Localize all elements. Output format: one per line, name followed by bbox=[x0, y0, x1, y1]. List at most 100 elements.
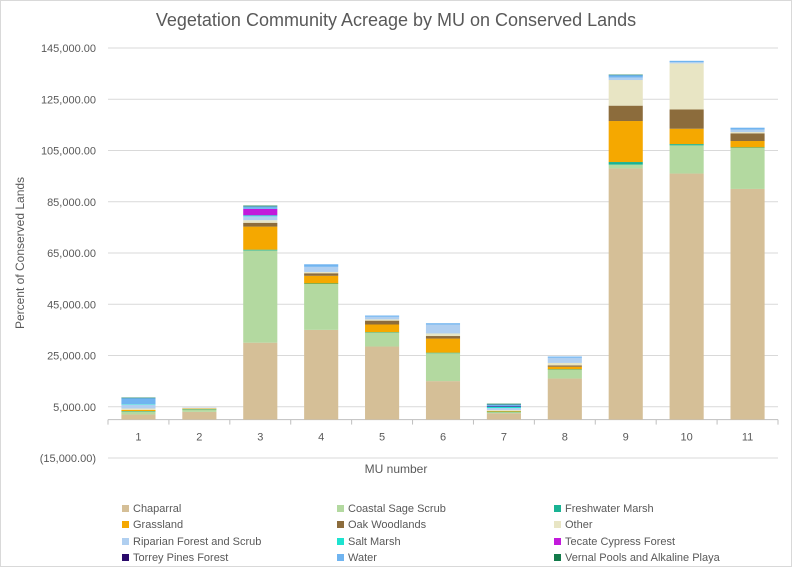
bar-segment bbox=[304, 275, 339, 284]
legend-label: Riparian Forest and Scrub bbox=[133, 535, 262, 548]
legend-swatch bbox=[554, 505, 561, 512]
bar-segment bbox=[365, 332, 400, 333]
bar-segment bbox=[608, 77, 643, 81]
x-tick-label: 1 bbox=[135, 432, 141, 444]
bar-segment bbox=[243, 250, 278, 343]
bar-segment bbox=[608, 168, 643, 420]
chart-title: Vegetation Community Acreage by MU on Co… bbox=[155, 10, 637, 30]
legend-swatch bbox=[554, 521, 561, 529]
legend-label: Salt Marsh bbox=[348, 535, 401, 548]
bar-segment bbox=[182, 409, 217, 412]
bar-segment bbox=[608, 74, 643, 76]
y-tick-label: 5,000.00 bbox=[53, 402, 96, 414]
x-tick-label: 10 bbox=[681, 432, 693, 444]
bar-segment bbox=[182, 408, 217, 409]
bar-segment bbox=[547, 378, 582, 420]
legend-item: Salt Marsh bbox=[337, 534, 401, 550]
bar-segment bbox=[425, 352, 461, 382]
legend-item: Freshwater Marsh bbox=[554, 501, 654, 517]
x-tick-label: 6 bbox=[440, 432, 446, 444]
bar-segment bbox=[486, 404, 521, 407]
legend-swatch bbox=[122, 537, 129, 545]
legend-label: Freshwater Marsh bbox=[565, 503, 654, 515]
legend-swatch bbox=[337, 505, 344, 512]
bar-segment bbox=[365, 332, 400, 347]
bar-segment bbox=[608, 74, 643, 78]
x-tick-label: 7 bbox=[501, 432, 507, 444]
bar-segment bbox=[121, 411, 156, 415]
bar-segment bbox=[669, 62, 704, 64]
bar-segment bbox=[304, 283, 339, 330]
bar-segment bbox=[304, 273, 339, 276]
bar-segment bbox=[182, 411, 217, 420]
legend-swatch bbox=[122, 521, 129, 529]
bar-segment bbox=[730, 188, 765, 420]
bar-segment bbox=[243, 208, 278, 216]
bar-segment bbox=[486, 408, 521, 411]
bar-segment bbox=[730, 141, 765, 148]
bar-segment bbox=[669, 173, 704, 420]
y-tick-label: 45,000.00 bbox=[47, 299, 96, 311]
legend-label: Torrey Pines Forest bbox=[133, 551, 229, 564]
bar-segment bbox=[425, 333, 461, 337]
legend-label: Coastal Sage Scrub bbox=[348, 503, 446, 515]
bar-segment bbox=[669, 144, 704, 146]
legend-item: Torrey Pines Forest bbox=[122, 550, 228, 566]
bar-segment bbox=[547, 366, 582, 370]
bar-segment bbox=[121, 397, 156, 405]
legend-item: Other bbox=[554, 517, 593, 533]
bar-segment bbox=[182, 407, 217, 409]
bar-segment bbox=[669, 128, 704, 145]
bar-segment bbox=[730, 132, 765, 134]
legend-item: Vernal Pools and Alkaline Playa bbox=[554, 550, 720, 566]
bar-segment bbox=[730, 127, 765, 130]
bar-segment bbox=[243, 249, 278, 251]
legend-item: Grassland bbox=[122, 517, 183, 533]
x-tick-label: 11 bbox=[742, 432, 753, 444]
legend-swatch bbox=[554, 553, 561, 561]
bar-segment bbox=[425, 323, 461, 325]
bar-segment bbox=[486, 411, 521, 414]
bar-segment bbox=[243, 226, 278, 250]
bar-segment bbox=[243, 220, 278, 223]
legend-label: Water bbox=[348, 551, 377, 564]
bar-segment bbox=[425, 336, 461, 339]
bar-segment bbox=[547, 356, 582, 358]
bar-segment bbox=[669, 145, 704, 174]
x-tick-label: 4 bbox=[318, 432, 324, 444]
bar-segment bbox=[243, 206, 278, 209]
y-tick-label: 125,000.00 bbox=[41, 94, 96, 106]
bar-segment bbox=[365, 320, 400, 325]
legend-label: Oak Woodlands bbox=[348, 519, 427, 532]
legend-item: Tecate Cypress Forest bbox=[554, 534, 675, 550]
bar-segment bbox=[486, 407, 521, 409]
bar-segment bbox=[608, 80, 643, 106]
legend-swatch bbox=[337, 537, 344, 545]
bar-segment bbox=[243, 222, 278, 227]
bar-segment bbox=[243, 342, 278, 420]
bar-segment bbox=[669, 63, 704, 110]
y-tick-label: 145,000.00 bbox=[41, 43, 96, 55]
legend-label: Vernal Pools and Alkaline Playa bbox=[565, 551, 720, 564]
bar-segment bbox=[486, 410, 521, 412]
y-tick-label: 25,000.00 bbox=[47, 351, 96, 363]
bar-segment bbox=[608, 162, 643, 165]
y-tick-label: (15,000.00) bbox=[40, 453, 96, 465]
bar-segment bbox=[365, 324, 400, 333]
bar-segment bbox=[121, 408, 156, 410]
bar-segment bbox=[730, 129, 765, 133]
bar-segment bbox=[608, 164, 643, 169]
legend-item: Coastal Sage Scrub bbox=[337, 501, 446, 517]
bar-segment bbox=[365, 319, 400, 321]
bar-segment bbox=[243, 216, 278, 221]
bar-segment bbox=[730, 133, 765, 142]
legend-label: Grassland bbox=[133, 519, 184, 532]
bar-segment bbox=[121, 397, 156, 399]
legend-swatch bbox=[554, 537, 561, 545]
x-tick-label: 3 bbox=[257, 432, 263, 444]
x-tick-label: 5 bbox=[379, 432, 385, 444]
x-tick-label: 9 bbox=[623, 432, 629, 444]
bar-segment bbox=[486, 413, 521, 420]
bar-segment bbox=[547, 369, 582, 370]
